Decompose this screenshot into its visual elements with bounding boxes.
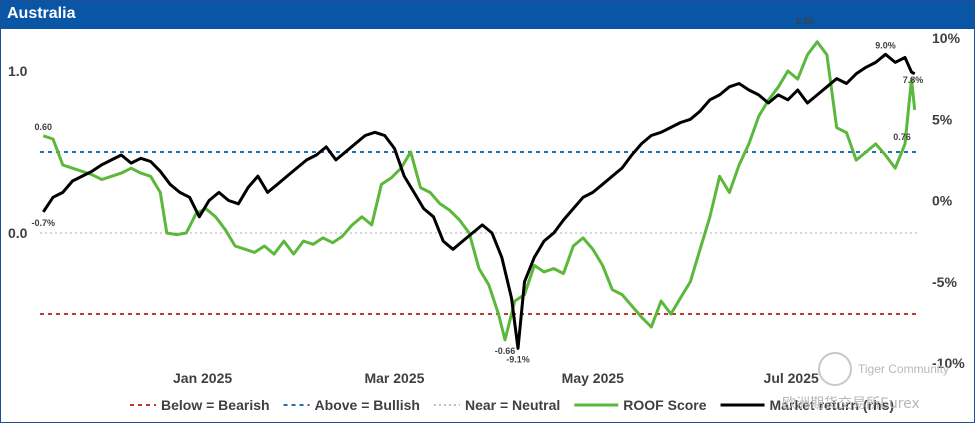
legend-label-3: ROOF Score [623, 397, 706, 413]
data-label-0: 0.60 [34, 122, 52, 132]
data-label-4: 1.18 [796, 16, 814, 26]
title-bar: Australia [1, 1, 974, 29]
y-left-tick-0: 0.0 [8, 225, 28, 241]
data-label-2: -0.66 [495, 346, 516, 356]
y-right-tick-1: 5% [932, 111, 953, 127]
data-label-1: -0.7% [31, 218, 55, 228]
watermark-text: Tiger Community [858, 362, 949, 376]
legend-label-2: Near = Neutral [465, 397, 560, 413]
y-left-tick-1: 1.0 [8, 63, 28, 79]
data-label-5: 9.0% [875, 40, 896, 50]
watermark-text-2: 欧洲期货交易所Eurex [782, 396, 920, 412]
x-tick-0: Jan 2025 [173, 370, 232, 386]
series-line-roof-score [42, 40, 917, 342]
y-right-tick-0: 10% [932, 30, 961, 46]
series-line-market-return [42, 52, 916, 350]
x-tick-1: Mar 2025 [364, 370, 424, 386]
data-label-3: -9.1% [506, 354, 530, 364]
legend-label-1: Above = Bullish [315, 397, 420, 413]
legend-label-0: Below = Bearish [161, 397, 270, 413]
x-tick-2: May 2025 [562, 370, 624, 386]
data-label-6: 7.8% [903, 75, 924, 85]
y-right-tick-2: 0% [932, 193, 953, 209]
y-right-tick-3: -5% [932, 274, 957, 290]
watermark-logo-icon [818, 352, 852, 386]
legend-label-4: Market return (rhs) [770, 397, 894, 413]
x-tick-3: Jul 2025 [764, 370, 819, 386]
data-label-7: 0.76 [893, 132, 911, 142]
chart-title: Australia [7, 5, 76, 22]
y-right-tick-4: -10% [932, 355, 965, 371]
